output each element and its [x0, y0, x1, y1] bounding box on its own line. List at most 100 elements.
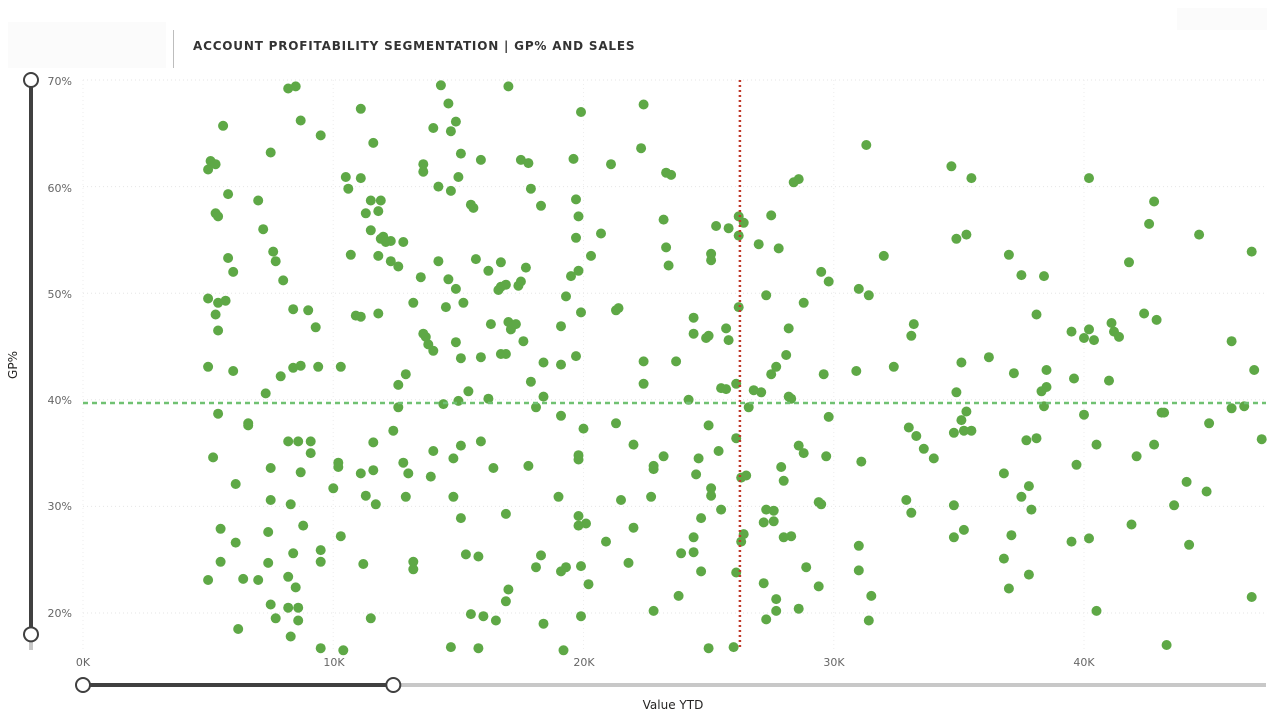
data-point: [571, 232, 581, 243]
data-point: [458, 297, 469, 308]
data-point: [821, 451, 832, 462]
data-point: [360, 208, 371, 219]
data-point: [556, 359, 566, 370]
data-point: [961, 229, 972, 240]
data-point: [918, 443, 929, 454]
data-point: [696, 566, 707, 577]
data-point: [576, 611, 586, 622]
data-point: [851, 366, 862, 376]
data-point: [415, 272, 426, 283]
data-point: [448, 491, 459, 502]
data-point: [571, 351, 581, 362]
data-point: [455, 440, 466, 451]
data-point: [228, 366, 239, 376]
data-point: [433, 256, 444, 267]
data-point: [1079, 409, 1089, 420]
data-point: [428, 123, 439, 133]
data-point: [823, 411, 834, 422]
data-point: [1036, 386, 1047, 397]
data-point: [666, 169, 677, 180]
data-point: [1039, 271, 1049, 282]
data-point: [1006, 530, 1017, 541]
data-point: [748, 385, 759, 396]
data-point: [616, 495, 626, 505]
data-point: [928, 453, 939, 464]
data-point: [393, 261, 404, 272]
data-point: [573, 454, 584, 465]
data-point: [623, 557, 634, 568]
x-tick-label: 0K: [76, 656, 91, 669]
data-point: [1201, 486, 1212, 497]
data-point: [561, 562, 571, 573]
data-point: [723, 335, 734, 346]
data-point: [483, 393, 494, 404]
data-point: [716, 504, 727, 515]
data-point: [1016, 270, 1027, 281]
data-point: [753, 239, 764, 250]
data-point: [793, 174, 804, 185]
data-point: [956, 415, 967, 426]
data-point: [853, 540, 864, 551]
data-point: [951, 387, 962, 398]
data-point: [573, 211, 584, 222]
data-point: [688, 312, 699, 323]
data-point: [1226, 403, 1237, 414]
data-point: [263, 527, 274, 537]
data-point: [445, 185, 456, 196]
data-point: [638, 99, 649, 110]
data-point: [370, 499, 381, 510]
data-point: [450, 116, 461, 127]
x-range-slider[interactable]: [75, 677, 1266, 693]
data-point: [1204, 418, 1215, 429]
data-point: [1023, 481, 1034, 492]
data-point: [340, 172, 351, 182]
data-point: [713, 446, 724, 456]
y-slider-min-handle[interactable]: [23, 626, 39, 643]
data-point: [1084, 533, 1094, 544]
data-point: [566, 271, 576, 282]
x-slider-min-handle[interactable]: [75, 677, 91, 693]
data-point: [743, 402, 754, 413]
data-point: [315, 643, 326, 654]
data-point: [688, 547, 699, 558]
data-point: [878, 250, 889, 261]
y-range-slider[interactable]: [23, 72, 39, 650]
y-slider-max-handle[interactable]: [23, 72, 39, 88]
data-point: [298, 520, 309, 531]
data-point: [901, 495, 912, 505]
data-point: [203, 293, 214, 304]
x-axis-title: Value YTD: [643, 698, 704, 711]
data-point: [450, 283, 461, 294]
data-point: [203, 164, 214, 175]
data-point: [1066, 326, 1077, 337]
y-tick-label: 30%: [48, 500, 72, 513]
data-point: [453, 172, 464, 182]
data-point: [418, 166, 429, 177]
data-point: [628, 522, 639, 533]
data-point: [500, 596, 511, 607]
data-point: [706, 248, 717, 259]
data-point: [738, 217, 749, 228]
data-point: [778, 532, 789, 543]
data-point: [1091, 439, 1102, 450]
data-point: [648, 464, 659, 475]
data-point: [638, 378, 649, 389]
data-point: [285, 499, 296, 510]
data-point: [911, 431, 922, 441]
data-point: [343, 183, 354, 194]
data-point: [460, 549, 471, 560]
data-point: [385, 236, 396, 246]
data-point: [523, 158, 534, 169]
x-slider-max-handle[interactable]: [385, 677, 402, 693]
data-point: [203, 361, 214, 372]
data-point: [758, 578, 769, 589]
data-point: [203, 575, 214, 585]
data-point: [958, 524, 969, 535]
data-point: [1126, 519, 1137, 530]
data-point: [385, 256, 396, 267]
data-point: [335, 531, 346, 542]
data-point: [1003, 249, 1014, 260]
data-point: [771, 605, 782, 616]
data-point: [776, 462, 787, 472]
